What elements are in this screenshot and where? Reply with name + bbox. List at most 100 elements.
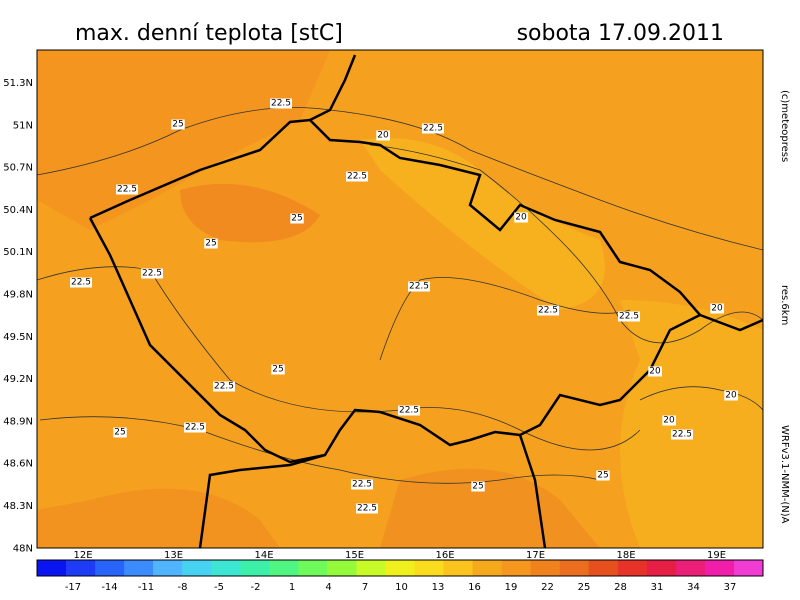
- contour-label: 25: [205, 239, 216, 249]
- contour-label: 20: [377, 131, 389, 141]
- contour-label: 25: [291, 214, 302, 224]
- contour-label: 22.5: [423, 124, 443, 134]
- lon-label: 18E: [616, 550, 635, 561]
- lon-label: 15E: [345, 550, 364, 561]
- colorbar-segment: [414, 560, 445, 576]
- colorbar-segment: [269, 560, 299, 576]
- colorbar-segment: [153, 560, 183, 576]
- contour-label: 20: [649, 367, 661, 377]
- resolution: res.6km: [779, 285, 790, 325]
- map-field: [36, 49, 764, 549]
- contour-label: 22.5: [619, 312, 639, 322]
- contour-label-bg: [350, 479, 374, 490]
- lat-label: 48N: [13, 543, 33, 554]
- colorbar-segment: [675, 560, 706, 576]
- colorbar-segment: [733, 560, 764, 576]
- lat-label: 50.1N: [3, 247, 33, 258]
- colorbar-segment: [385, 560, 416, 576]
- colorbar-segment: [66, 560, 96, 576]
- contour-label: 22.5: [538, 306, 558, 316]
- warm-area: [37, 488, 280, 548]
- lat-label: 49.8N: [3, 290, 33, 301]
- lat-label: 50.4N: [3, 205, 33, 216]
- lat-label: 51N: [13, 120, 33, 131]
- contour-label: 22.5: [142, 269, 162, 279]
- lat-label: 49.5N: [3, 332, 33, 343]
- model: WRFv3.1-NMM-(N)A: [779, 425, 790, 524]
- lon-label: 17E: [526, 550, 545, 561]
- colorbar-segment: [472, 560, 503, 576]
- colorbar-segment: [37, 560, 67, 576]
- colorbar-label: 4: [325, 582, 331, 593]
- lat-label: 48.3N: [3, 501, 33, 512]
- colorbar-label: -2: [251, 582, 261, 593]
- contour-label: 22.5: [409, 282, 429, 292]
- contour-label: 25: [172, 120, 183, 130]
- lat-label: 50.7N: [3, 163, 33, 174]
- contour-label: 20: [663, 416, 675, 426]
- warm-area: [180, 183, 320, 243]
- colorbar-label: 22: [541, 582, 554, 593]
- colorbar-label: -8: [178, 582, 188, 593]
- borders: [88, 54, 764, 549]
- lat-label: 49.2N: [3, 374, 33, 385]
- colorbar-label: 31: [651, 582, 664, 593]
- colorbar-frame: [36, 559, 764, 577]
- cool-area: [360, 138, 605, 310]
- contour-label-bg: [290, 213, 304, 224]
- contour-label-bg: [514, 212, 528, 223]
- contour-label: 25: [472, 482, 483, 492]
- contour-label-bg: [271, 364, 285, 375]
- colorbar-segment: [95, 560, 125, 576]
- colorbar-segment: [501, 560, 532, 576]
- colorbar-label: 19: [505, 582, 518, 593]
- lon-label: 19E: [707, 550, 726, 561]
- cool-area: [620, 300, 763, 548]
- lon-label: 12E: [73, 550, 92, 561]
- date: sobota 17.09.2011: [517, 21, 724, 46]
- colorbar-segment: [443, 560, 474, 576]
- contour-label-bg: [662, 415, 676, 426]
- contour-label: 22.5: [352, 480, 372, 490]
- contour-label-bg: [69, 277, 93, 288]
- colorbar-label: -5: [214, 582, 224, 593]
- warm-area: [37, 50, 330, 230]
- colorbar-segment: [704, 560, 735, 576]
- map-frame: [36, 49, 764, 549]
- colorbar-segment: [240, 560, 270, 576]
- contour-label: 22.5: [357, 504, 377, 514]
- colorbar-label: 1: [289, 582, 295, 593]
- colorbar-segment: [356, 560, 386, 576]
- contour-label-bg: [269, 98, 293, 109]
- contour-label-bg: [204, 238, 218, 249]
- contour-label: 22.5: [271, 99, 291, 109]
- title: max. denní teplota [stC]: [75, 21, 343, 46]
- copyright: (c)meteopress: [779, 90, 790, 162]
- colorbar-label: 7: [362, 582, 368, 593]
- contour-label: 25: [272, 365, 283, 375]
- contour-label: 22.5: [672, 430, 692, 440]
- contour-label-bg: [670, 429, 694, 440]
- lon-label: 14E: [254, 550, 273, 561]
- contour-label: 20: [725, 391, 737, 401]
- contour-label-bg: [212, 381, 236, 392]
- lat-label: 48.9N: [3, 416, 33, 427]
- contour-label-bg: [345, 171, 369, 182]
- contour-label-bg: [471, 481, 485, 492]
- colorbar-segment: [327, 560, 357, 576]
- colorbar-segment: [124, 560, 154, 576]
- contour-label: 22.5: [117, 185, 137, 195]
- lat-label: 48.6N: [3, 459, 33, 470]
- colorbar-label: 25: [578, 582, 591, 593]
- colorbar-segment: [559, 560, 590, 576]
- contour-label-bg: [397, 405, 421, 416]
- colorbar-segment: [182, 560, 212, 576]
- contour-label-bg: [617, 311, 641, 322]
- contour-label-bg: [115, 184, 139, 195]
- colorbar-label: 10: [395, 582, 408, 593]
- contour-label-bg: [140, 268, 164, 279]
- colorbar-segment: [646, 560, 677, 576]
- colorbar-segment: [617, 560, 648, 576]
- colorbar-label: -14: [101, 582, 117, 593]
